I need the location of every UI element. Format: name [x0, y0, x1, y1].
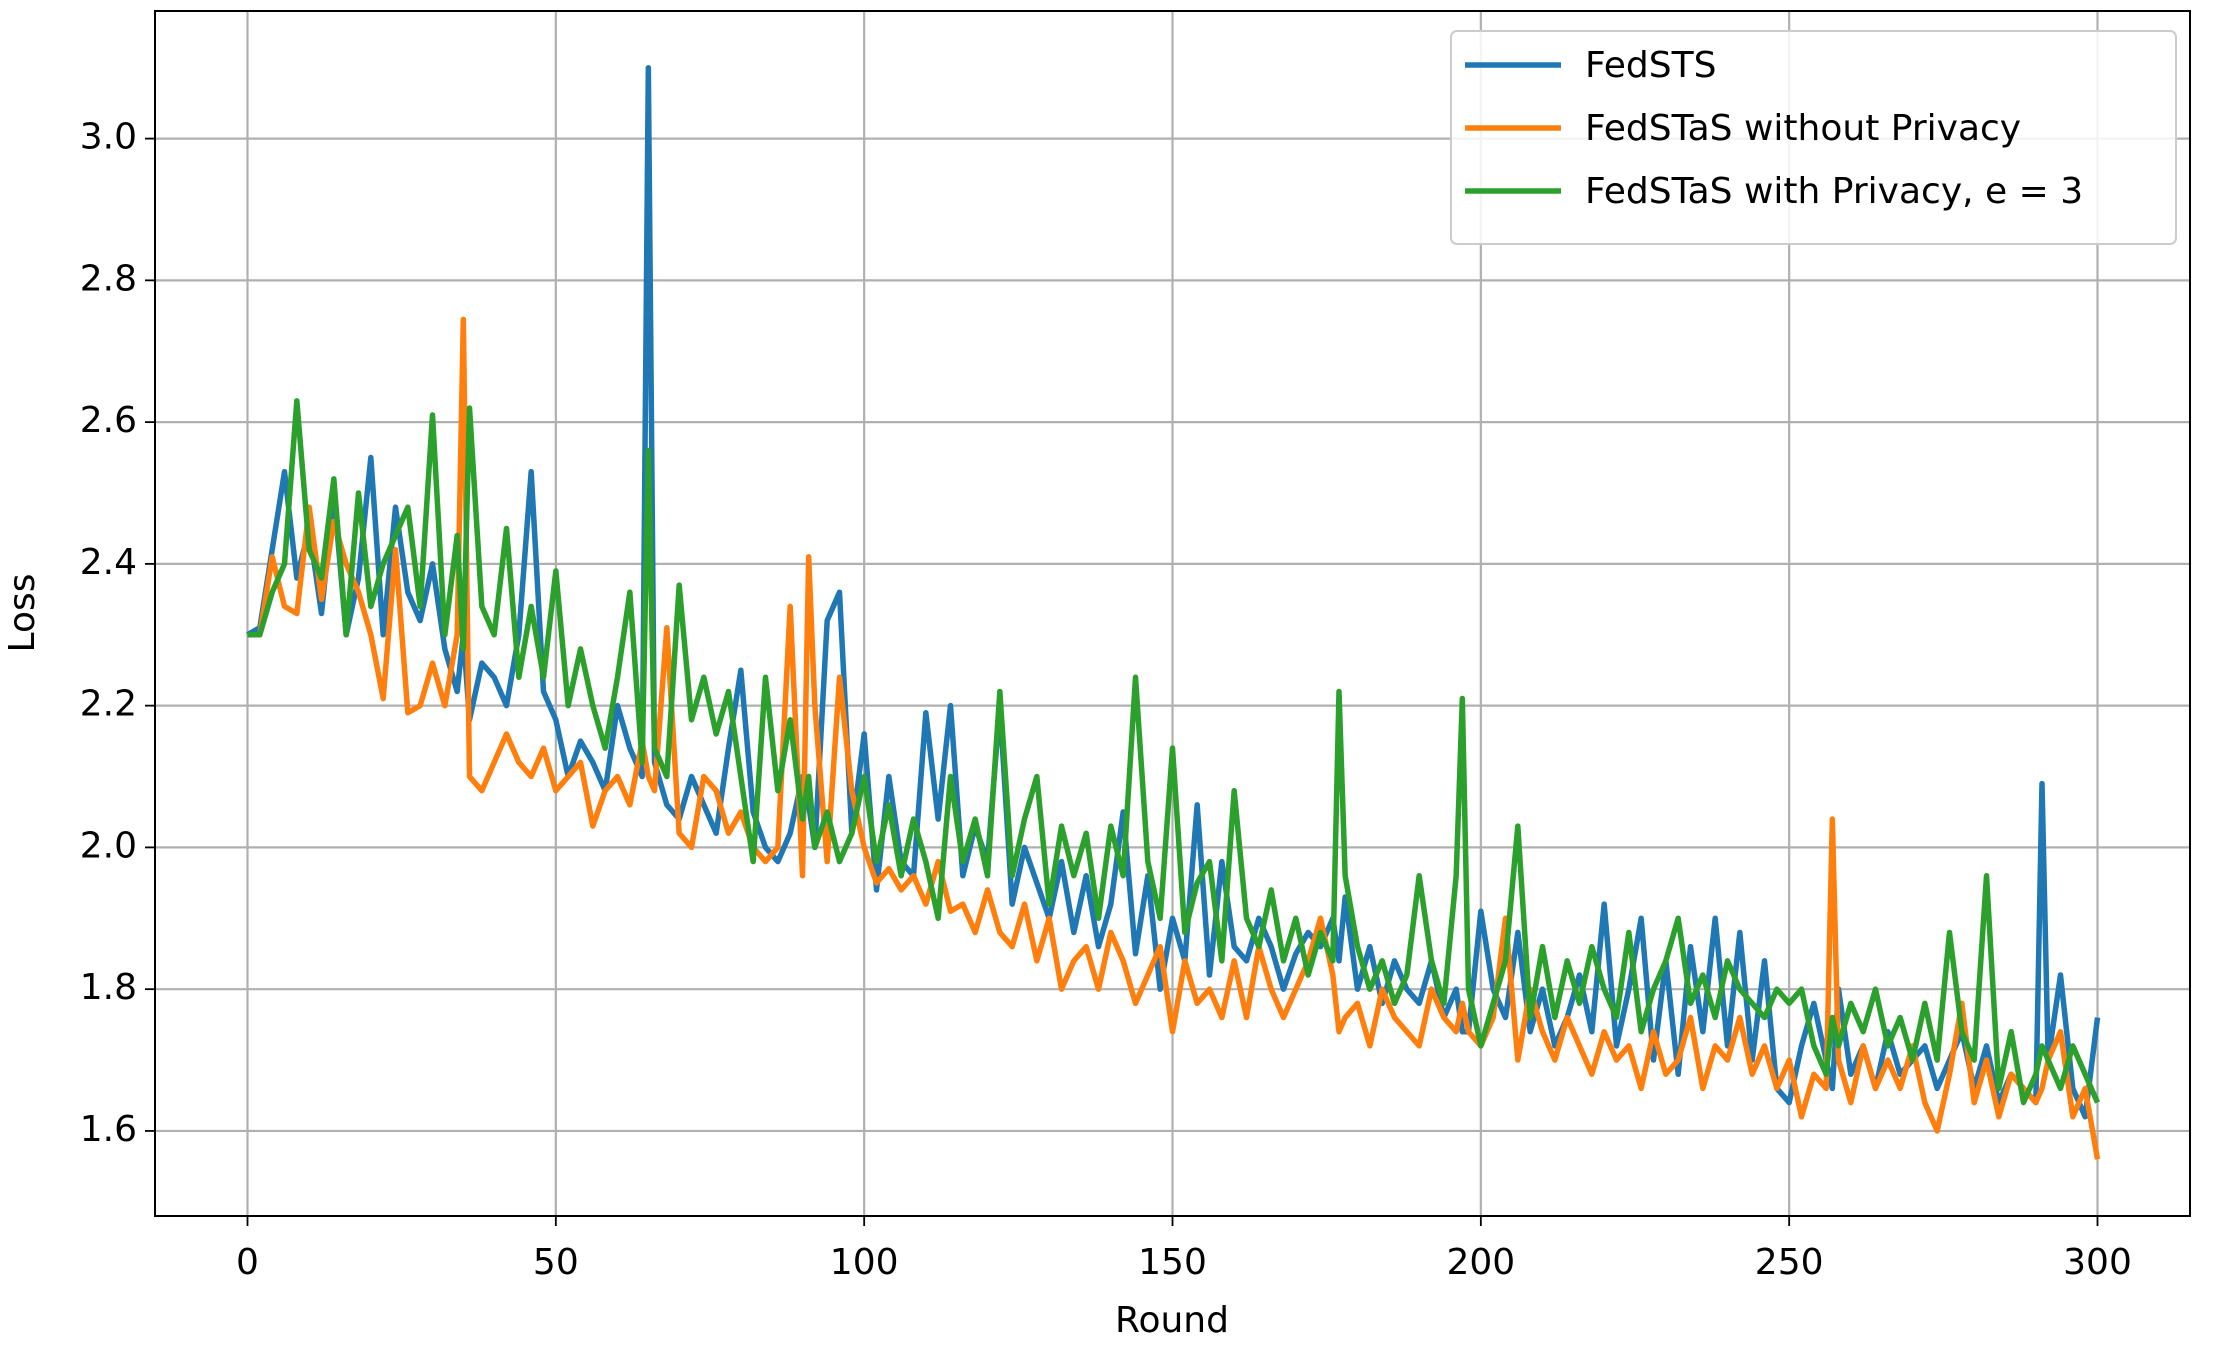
x-tick-label: 150 [1138, 1242, 1207, 1283]
x-tick-label: 300 [2063, 1242, 2132, 1283]
line-series [246, 64, 2101, 1120]
legend-label: FedSTaS without Privacy [1585, 108, 2021, 149]
y-tick-label: 2.4 [80, 542, 137, 583]
legend-frame [1450, 30, 2177, 245]
y-tick-label: 2.0 [80, 825, 137, 866]
axes-layer: 0 50 100 150 200 250 300 1.6 1.8 2.0 2.2 2.4 2.6 2.8 3… [80, 117, 2132, 1283]
legend-label: FedSTS [1585, 45, 1716, 86]
x-tick-label: 200 [1446, 1242, 1515, 1283]
x-tick-label: 250 [1755, 1242, 1824, 1283]
y-axis-label: Loss [2, 574, 43, 653]
y-tick-label: 2.8 [80, 258, 137, 299]
x-tick-label: 50 [533, 1242, 579, 1283]
legend: FedSTS FedSTaS without Privacy FedSTaS wit… [1450, 30, 2177, 245]
lines-layer [246, 64, 2101, 1160]
legend-label: FedSTaS with Privacy, e = 3 [1585, 171, 2083, 212]
y-tick-label: 2.2 [80, 684, 137, 725]
x-axis-label: Round [1115, 1300, 1229, 1341]
x-tick-label: 0 [236, 1242, 259, 1283]
x-tick-label: 100 [830, 1242, 899, 1283]
y-tick-label: 2.6 [80, 400, 137, 441]
y-tick-label: 3.0 [80, 117, 137, 158]
line-series [247, 398, 2101, 1106]
y-tick-label: 1.8 [80, 967, 137, 1008]
y-tick-label: 1.6 [80, 1109, 137, 1150]
line-series [247, 316, 2101, 1160]
